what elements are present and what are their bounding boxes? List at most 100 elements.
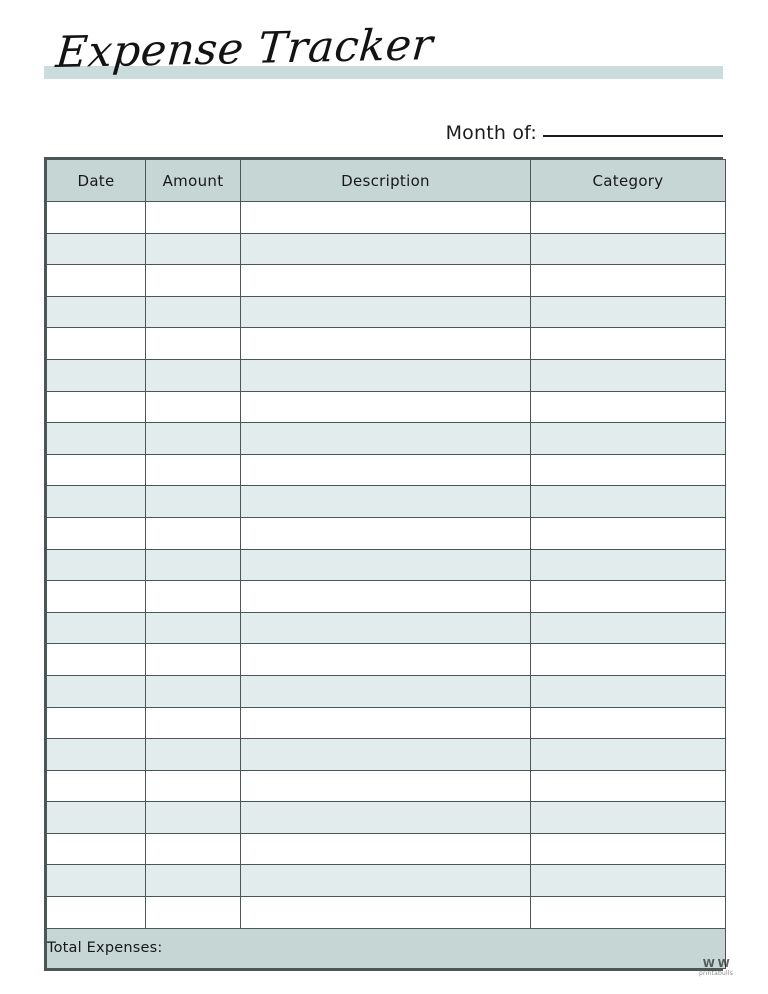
cell-category[interactable] <box>530 232 726 266</box>
cell-description[interactable] <box>240 738 531 771</box>
cell-description[interactable] <box>240 327 531 360</box>
cell-description[interactable] <box>240 706 531 740</box>
cell-date[interactable] <box>46 485 146 518</box>
cell-date[interactable] <box>46 453 146 487</box>
column-header-amount: Amount <box>145 159 241 202</box>
cell-description[interactable] <box>240 453 531 487</box>
cell-amount[interactable] <box>145 295 241 329</box>
cell-date[interactable] <box>46 896 146 929</box>
cell-category[interactable] <box>530 611 726 645</box>
cell-description[interactable] <box>240 358 531 392</box>
cell-amount[interactable] <box>145 201 241 234</box>
cell-category[interactable] <box>530 580 726 613</box>
cell-category[interactable] <box>530 674 726 708</box>
cell-amount[interactable] <box>145 422 241 455</box>
brand-mark-icon: W W <box>702 957 730 970</box>
cell-date[interactable] <box>46 706 146 740</box>
cell-description[interactable] <box>240 832 531 866</box>
cell-description[interactable] <box>240 769 531 803</box>
cell-category[interactable] <box>530 801 726 834</box>
cell-description[interactable] <box>240 201 531 234</box>
cell-date[interactable] <box>46 358 146 392</box>
cell-date[interactable] <box>46 295 146 329</box>
cell-amount[interactable] <box>145 801 241 834</box>
cell-date[interactable] <box>46 580 146 613</box>
column-header-category: Category <box>530 159 726 202</box>
cell-amount[interactable] <box>145 896 241 929</box>
cell-date[interactable] <box>46 201 146 234</box>
cell-amount[interactable] <box>145 516 241 550</box>
cell-description[interactable] <box>240 643 531 676</box>
cell-category[interactable] <box>530 485 726 518</box>
cell-amount[interactable] <box>145 611 241 645</box>
cell-amount[interactable] <box>145 358 241 392</box>
cell-amount[interactable] <box>145 769 241 803</box>
cell-date[interactable] <box>46 232 146 266</box>
cell-amount[interactable] <box>145 264 241 297</box>
cell-date[interactable] <box>46 327 146 360</box>
table-row <box>46 358 726 392</box>
page-title: Expense Tracker <box>54 20 435 78</box>
cell-category[interactable] <box>530 832 726 866</box>
cell-date[interactable] <box>46 769 146 803</box>
cell-category[interactable] <box>530 295 726 329</box>
cell-date[interactable] <box>46 548 146 582</box>
cell-amount[interactable] <box>145 643 241 676</box>
cell-date[interactable] <box>46 674 146 708</box>
cell-category[interactable] <box>530 422 726 455</box>
cell-description[interactable] <box>240 611 531 645</box>
cell-description[interactable] <box>240 295 531 329</box>
cell-amount[interactable] <box>145 485 241 518</box>
table-row <box>46 738 726 771</box>
cell-date[interactable] <box>46 801 146 834</box>
cell-description[interactable] <box>240 264 531 297</box>
cell-description[interactable] <box>240 485 531 518</box>
cell-description[interactable] <box>240 580 531 613</box>
cell-description[interactable] <box>240 801 531 834</box>
cell-date[interactable] <box>46 390 146 424</box>
cell-category[interactable] <box>530 896 726 929</box>
cell-amount[interactable] <box>145 674 241 708</box>
cell-date[interactable] <box>46 832 146 866</box>
cell-date[interactable] <box>46 738 146 771</box>
cell-amount[interactable] <box>145 390 241 424</box>
cell-description[interactable] <box>240 516 531 550</box>
cell-category[interactable] <box>530 327 726 360</box>
cell-category[interactable] <box>530 516 726 550</box>
cell-category[interactable] <box>530 738 726 771</box>
cell-description[interactable] <box>240 896 531 929</box>
cell-description[interactable] <box>240 864 531 898</box>
cell-date[interactable] <box>46 864 146 898</box>
cell-description[interactable] <box>240 422 531 455</box>
cell-category[interactable] <box>530 390 726 424</box>
cell-amount[interactable] <box>145 580 241 613</box>
cell-amount[interactable] <box>145 864 241 898</box>
cell-date[interactable] <box>46 611 146 645</box>
cell-description[interactable] <box>240 232 531 266</box>
cell-category[interactable] <box>530 769 726 803</box>
cell-category[interactable] <box>530 358 726 392</box>
cell-category[interactable] <box>530 864 726 898</box>
cell-amount[interactable] <box>145 327 241 360</box>
cell-amount[interactable] <box>145 832 241 866</box>
cell-amount[interactable] <box>145 232 241 266</box>
cell-date[interactable] <box>46 264 146 297</box>
cell-date[interactable] <box>46 643 146 676</box>
cell-amount[interactable] <box>145 548 241 582</box>
total-expenses-label[interactable]: Total Expenses: <box>46 927 726 969</box>
cell-category[interactable] <box>530 264 726 297</box>
cell-category[interactable] <box>530 548 726 582</box>
cell-description[interactable] <box>240 548 531 582</box>
cell-amount[interactable] <box>145 453 241 487</box>
cell-category[interactable] <box>530 453 726 487</box>
month-field-input[interactable] <box>543 135 723 137</box>
cell-date[interactable] <box>46 516 146 550</box>
cell-description[interactable] <box>240 674 531 708</box>
cell-description[interactable] <box>240 390 531 424</box>
cell-category[interactable] <box>530 201 726 234</box>
cell-amount[interactable] <box>145 706 241 740</box>
cell-date[interactable] <box>46 422 146 455</box>
cell-category[interactable] <box>530 643 726 676</box>
cell-amount[interactable] <box>145 738 241 771</box>
cell-category[interactable] <box>530 706 726 740</box>
